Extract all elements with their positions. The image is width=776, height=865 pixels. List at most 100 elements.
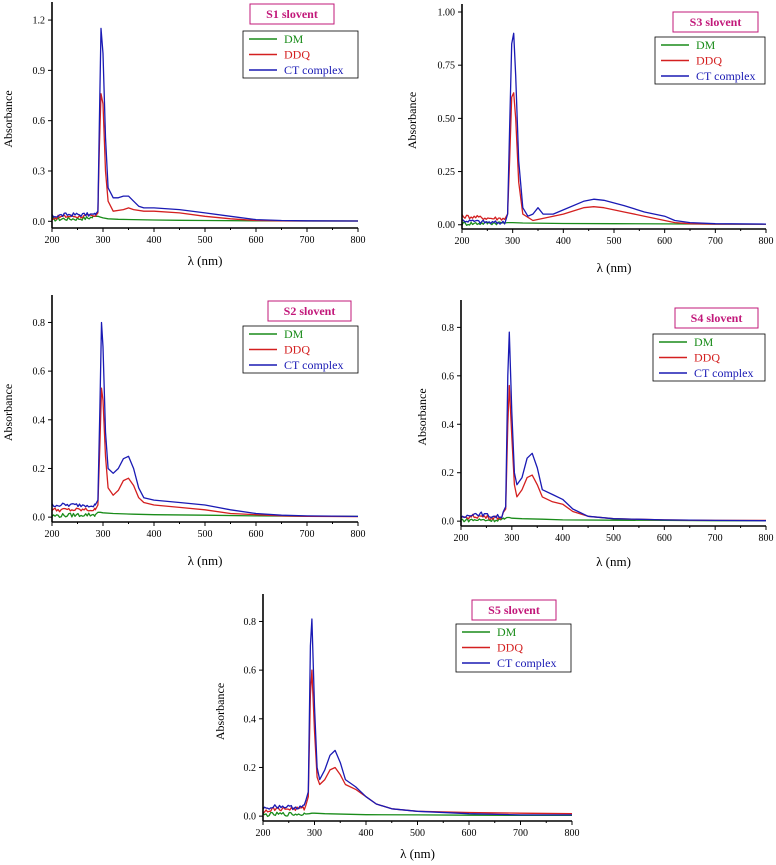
y-tick-label: 0.8 [33,318,46,329]
x-tick-label: 400 [359,828,374,839]
x-tick-label: 500 [606,533,621,544]
y-tick-label: 0.75 [438,61,456,72]
y-tick-label: 0.25 [438,167,456,178]
chart-panel-s3: 200 300 400 500 600 700 800 0.00 0.25 0.50 0.75 1.0… [405,4,774,275]
legend-label: DDQ [696,54,722,68]
y-tick-label: 0.0 [33,217,46,228]
y-tick-label: 0.2 [244,763,257,774]
legend-label: CT complex [284,358,343,372]
series-line-ct-complex [51,27,359,222]
x-tick-label: 500 [198,235,213,246]
y-tick-label: 0.6 [442,371,455,382]
plot-area: 200 300 400 500 600 700 800 0.0 0.3 0.6 0.9 1.2 λ (n… [1,2,366,268]
series-line-dm [262,811,572,818]
y-tick-label: 0.6 [33,116,46,127]
plot-area: 200 300 400 500 600 700 800 0.0 0.2 0.4 0.6 0.8 λ (n… [415,300,774,569]
legend-label: CT complex [497,656,556,670]
y-tick-label: 0.2 [33,464,46,475]
series-line-ct-complex [461,32,767,225]
legend-label: CT complex [694,366,753,380]
chart-panel-s1: 200 300 400 500 600 700 800 0.0 0.3 0.6 0.9 1.2 λ (n… [1,2,366,268]
x-tick-label: 200 [455,236,470,247]
x-tick-label: 600 [249,235,264,246]
x-tick-label: 400 [147,529,162,540]
x-tick-label: 800 [351,235,366,246]
x-tick-label: 500 [410,828,425,839]
y-axis-label: Absorbance [415,388,429,445]
chart-title-box [249,3,335,25]
series-line-ct-complex [460,331,767,522]
y-axis-label: Absorbance [1,384,15,441]
chart-title-box [471,599,557,621]
y-tick-label: 0.6 [33,367,46,378]
chart-panel-s4: 200 300 400 500 600 700 800 0.0 0.2 0.4 0.6 0.8 λ (n… [415,300,774,569]
y-tick-label: 0.4 [442,420,455,431]
y-tick-label: 0.0 [33,513,46,524]
x-tick-label: 300 [307,828,322,839]
x-tick-label: 800 [759,236,774,247]
series-line-ct-complex [51,321,359,518]
x-axis-label: λ (nm) [596,554,631,569]
x-tick-label: 200 [45,235,60,246]
x-tick-label: 700 [708,533,723,544]
x-tick-label: 600 [249,529,264,540]
x-tick-label: 700 [708,236,723,247]
y-tick-label: 0.6 [244,666,257,677]
x-axis-label: λ (nm) [400,846,435,861]
x-tick-label: 700 [300,529,315,540]
series-line-dm [51,511,359,518]
chart-title-box [672,11,759,33]
x-tick-label: 400 [147,235,162,246]
x-tick-label: 700 [300,235,315,246]
x-tick-label: 600 [657,533,672,544]
series-line-ddq [461,92,766,225]
plot-area: 200 300 400 500 600 700 800 0.0 0.2 0.4 0.6 0.8 λ (n… [213,594,580,861]
y-tick-label: 1.2 [33,16,46,27]
x-tick-label: 800 [565,828,580,839]
x-tick-label: 300 [96,235,111,246]
chart-title: S5 slovent [488,603,540,617]
legend-label: DM [284,32,304,46]
series-line-ddq [460,384,766,522]
legend-label: DDQ [694,351,720,365]
x-tick-label: 200 [45,529,60,540]
series-line-ddq [51,387,359,518]
plot-area: 200 300 400 500 600 700 800 0.00 0.25 0.50 0.75 1.0… [405,4,774,275]
y-tick-label: 0.8 [244,617,257,628]
y-axis-label: Absorbance [1,90,15,147]
y-tick-label: 0.0 [442,517,455,528]
y-tick-label: 0.2 [442,468,455,479]
y-tick-label: 0.50 [438,114,456,125]
x-tick-label: 500 [198,529,213,540]
y-tick-label: 0.8 [442,323,455,334]
x-tick-label: 700 [513,828,528,839]
chart-title-box [674,307,759,329]
chart-title: S2 slovent [284,304,336,318]
y-tick-label: 0.4 [244,714,257,725]
x-tick-label: 400 [556,236,571,247]
x-tick-label: 400 [555,533,570,544]
chart-title-box [267,300,352,322]
series-line-dm [460,516,766,523]
plot-area: 200 300 400 500 600 700 800 0.0 0.2 0.4 0.6 0.8 λ (n… [1,295,366,568]
y-tick-label: 1.00 [438,8,456,19]
x-tick-label: 800 [351,529,366,540]
x-axis-label: λ (nm) [188,253,223,268]
x-tick-label: 500 [607,236,622,247]
chart-panel-s2: 200 300 400 500 600 700 800 0.0 0.2 0.4 0.6 0.8 λ (n… [1,295,366,568]
series-line-dm [51,215,358,222]
x-tick-label: 600 [462,828,477,839]
x-tick-label: 600 [657,236,672,247]
series-line-ct-complex [262,618,572,816]
y-tick-label: 0.3 [33,166,46,177]
chart-title: S3 slovent [690,15,742,29]
y-axis-label: Absorbance [405,92,419,149]
legend-label: CT complex [696,69,755,83]
chart-panel-s5: 200 300 400 500 600 700 800 0.0 0.2 0.4 0.6 0.8 λ (n… [213,594,580,861]
y-tick-label: 0.0 [244,812,257,823]
x-tick-label: 200 [454,533,469,544]
x-tick-label: 300 [504,533,519,544]
legend-label: DDQ [284,343,310,357]
chart-title: S1 slovent [266,7,318,21]
chart-title: S4 slovent [691,311,743,325]
